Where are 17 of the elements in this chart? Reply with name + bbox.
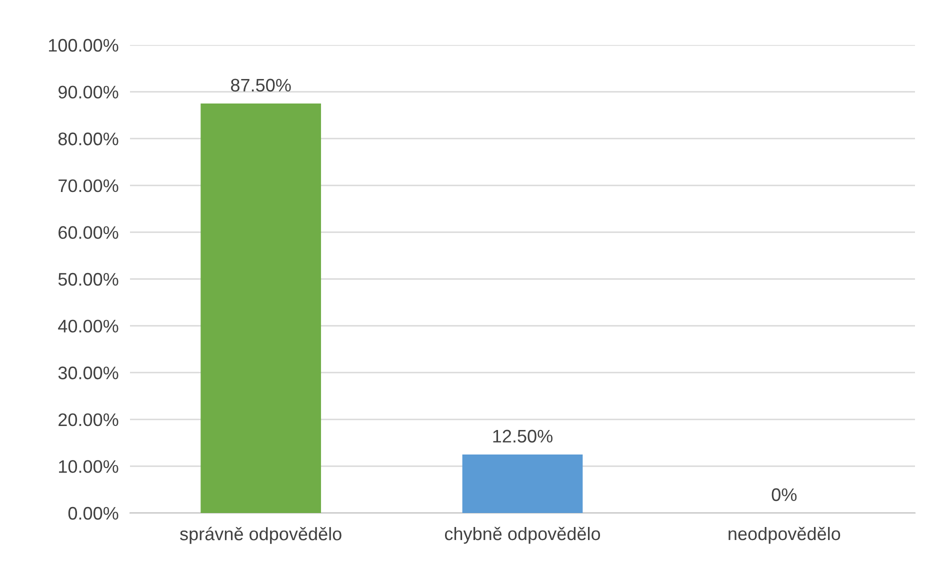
- y-tick-label: 20.00%: [58, 413, 118, 426]
- y-tick-label: 70.00%: [58, 179, 118, 192]
- y-tick-label: 10.00%: [59, 460, 118, 473]
- y-tick-label: 40.00%: [58, 320, 118, 333]
- y-tick-label: 80.00%: [58, 132, 118, 146]
- y-tick-label: 50.00%: [58, 272, 118, 286]
- data-label: 0%: [772, 488, 797, 502]
- y-tick-label: 60.00%: [58, 226, 118, 239]
- x-tick-label: chybně odpovědělo: [444, 526, 600, 544]
- y-tick-label: 30.00%: [58, 366, 118, 380]
- x-tick-label: neodpovědělo: [728, 526, 840, 544]
- data-label: 87.50%: [231, 78, 291, 92]
- y-tick-label: 100.00%: [48, 38, 118, 52]
- y-tick-label: 90.00%: [58, 86, 118, 99]
- x-tick-label: správně odpovědělo: [180, 526, 342, 544]
- data-label: 12.50%: [493, 430, 552, 443]
- y-tick-label: 0.00%: [68, 506, 118, 520]
